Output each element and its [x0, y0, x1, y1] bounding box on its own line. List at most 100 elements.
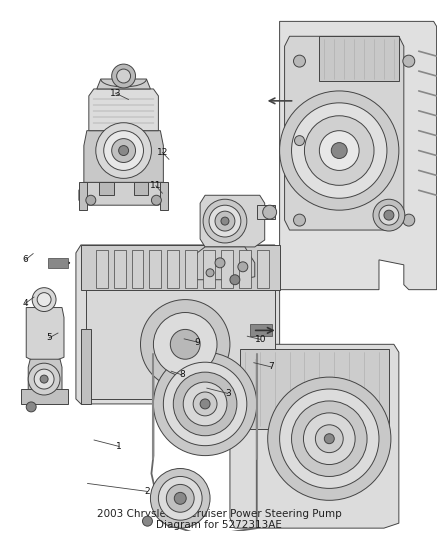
Bar — [221, 250, 233, 288]
Circle shape — [37, 293, 51, 306]
Circle shape — [304, 413, 355, 465]
Polygon shape — [79, 182, 168, 205]
Circle shape — [384, 210, 394, 220]
Circle shape — [292, 401, 367, 477]
Text: 9: 9 — [194, 337, 200, 346]
Circle shape — [152, 195, 161, 205]
Circle shape — [279, 389, 379, 488]
Circle shape — [238, 262, 248, 272]
Bar — [250, 325, 272, 336]
Polygon shape — [81, 329, 91, 404]
Circle shape — [183, 382, 227, 426]
Circle shape — [112, 64, 135, 88]
Polygon shape — [21, 389, 68, 404]
Bar — [185, 250, 197, 288]
Polygon shape — [81, 245, 279, 289]
Circle shape — [174, 492, 186, 504]
Circle shape — [403, 55, 415, 67]
Circle shape — [315, 425, 343, 453]
Polygon shape — [193, 247, 255, 280]
Polygon shape — [285, 36, 404, 230]
Circle shape — [40, 375, 48, 383]
Polygon shape — [200, 195, 265, 247]
Circle shape — [209, 205, 241, 237]
Circle shape — [279, 91, 399, 210]
Bar — [48, 258, 68, 268]
Circle shape — [150, 469, 210, 528]
Circle shape — [293, 214, 305, 226]
Circle shape — [263, 205, 277, 219]
Text: 2: 2 — [145, 487, 150, 496]
Circle shape — [153, 352, 257, 456]
Polygon shape — [84, 131, 163, 182]
Text: 12: 12 — [157, 148, 168, 157]
Bar — [257, 205, 275, 219]
Circle shape — [153, 312, 217, 376]
Text: 1: 1 — [116, 442, 122, 451]
Text: 11: 11 — [150, 181, 162, 190]
Circle shape — [163, 362, 247, 446]
Bar — [149, 250, 161, 288]
Polygon shape — [89, 89, 159, 131]
Circle shape — [200, 399, 210, 409]
Polygon shape — [86, 289, 275, 399]
Polygon shape — [279, 21, 437, 289]
Bar — [96, 250, 108, 288]
Text: Diagram for 5272313AE: Diagram for 5272313AE — [156, 520, 282, 530]
Circle shape — [403, 214, 415, 226]
Polygon shape — [99, 182, 114, 195]
Circle shape — [293, 55, 305, 67]
Bar — [167, 250, 179, 288]
Bar — [203, 250, 215, 288]
Circle shape — [26, 402, 36, 412]
Circle shape — [104, 131, 144, 171]
Circle shape — [221, 217, 229, 225]
Bar — [239, 250, 251, 288]
Circle shape — [379, 205, 399, 225]
Bar — [114, 250, 126, 288]
Bar — [257, 250, 268, 288]
Text: 8: 8 — [179, 370, 185, 379]
Circle shape — [32, 288, 56, 311]
Polygon shape — [134, 182, 148, 195]
Polygon shape — [160, 182, 168, 210]
Text: 4: 4 — [22, 299, 28, 308]
Polygon shape — [97, 79, 150, 89]
Circle shape — [141, 300, 230, 389]
Circle shape — [373, 199, 405, 231]
Circle shape — [166, 484, 194, 512]
Polygon shape — [79, 182, 87, 210]
Circle shape — [215, 211, 235, 231]
Circle shape — [206, 269, 214, 277]
Polygon shape — [26, 308, 64, 361]
Bar — [131, 250, 144, 288]
Circle shape — [319, 131, 359, 171]
Circle shape — [193, 392, 217, 416]
Circle shape — [112, 139, 135, 163]
Text: 10: 10 — [254, 335, 266, 344]
Circle shape — [96, 123, 152, 179]
Polygon shape — [28, 359, 62, 399]
Circle shape — [173, 372, 237, 436]
Circle shape — [86, 195, 96, 205]
Polygon shape — [230, 344, 399, 528]
Circle shape — [230, 274, 240, 285]
Circle shape — [268, 377, 391, 500]
Circle shape — [203, 199, 247, 243]
Circle shape — [170, 329, 200, 359]
Polygon shape — [240, 349, 389, 429]
Circle shape — [142, 516, 152, 526]
Circle shape — [119, 146, 129, 156]
Circle shape — [331, 143, 347, 158]
Text: 13: 13 — [110, 88, 121, 98]
Circle shape — [292, 103, 387, 198]
Text: 6: 6 — [22, 255, 28, 264]
Circle shape — [28, 363, 60, 395]
Polygon shape — [76, 245, 279, 404]
Circle shape — [324, 434, 334, 443]
Circle shape — [159, 477, 202, 520]
Polygon shape — [319, 36, 399, 81]
Text: 2003 Chrysler PT Cruiser Power Steering Pump: 2003 Chrysler PT Cruiser Power Steering … — [97, 509, 341, 519]
Circle shape — [215, 258, 225, 268]
Text: 7: 7 — [268, 362, 274, 372]
